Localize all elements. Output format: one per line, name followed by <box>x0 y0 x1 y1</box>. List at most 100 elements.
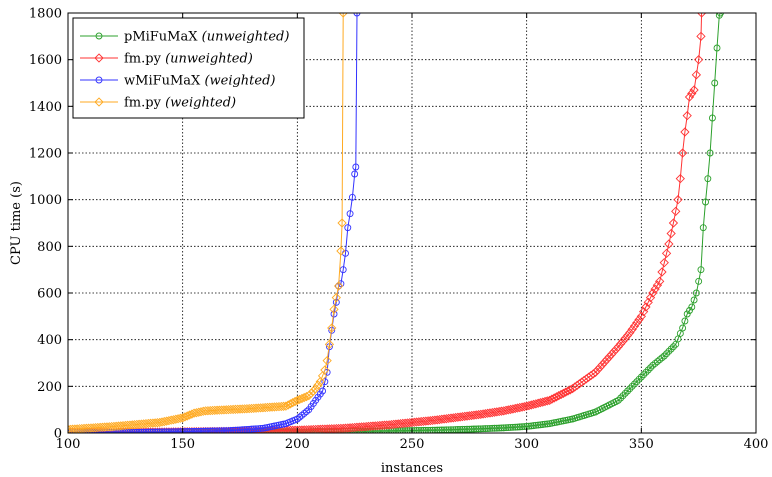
data-point <box>414 417 424 427</box>
data-point <box>632 318 642 328</box>
data-point <box>391 419 401 429</box>
data-point <box>484 425 492 432</box>
data-point <box>713 44 721 52</box>
data-point <box>319 387 327 395</box>
data-point <box>340 423 351 433</box>
data-point <box>549 393 559 403</box>
data-point <box>134 419 144 429</box>
data-point <box>717 13 724 17</box>
data-point <box>239 404 250 414</box>
x-tick-label: 300 <box>514 437 539 452</box>
data-point <box>500 424 508 432</box>
data-point <box>294 394 305 405</box>
data-point <box>209 427 216 433</box>
data-point <box>348 193 356 201</box>
data-point <box>140 428 148 433</box>
y-tick-label: 1600 <box>29 53 62 68</box>
data-point <box>666 228 676 239</box>
legend-series-name: fm.py <box>124 96 165 111</box>
data-point <box>213 427 221 433</box>
data-point <box>222 427 230 433</box>
data-point <box>315 377 325 387</box>
grid <box>68 13 756 433</box>
data-point <box>692 289 700 297</box>
data-point <box>422 426 430 433</box>
data-point <box>437 414 447 424</box>
data-point <box>697 13 707 18</box>
data-point <box>475 425 482 433</box>
data-point <box>668 218 679 228</box>
data-point <box>142 428 150 433</box>
data-point <box>488 424 496 432</box>
data-point <box>614 396 622 404</box>
data-point <box>143 418 153 429</box>
data-point <box>686 307 693 314</box>
data-point <box>329 304 339 314</box>
legend-box <box>72 17 305 119</box>
data-point <box>81 423 91 433</box>
data-point <box>331 293 341 303</box>
data-point <box>450 412 461 423</box>
data-point <box>204 427 212 433</box>
data-point <box>350 422 360 433</box>
data-point <box>219 405 229 415</box>
data-point <box>372 421 383 431</box>
data-point <box>368 421 378 431</box>
data-point <box>675 174 685 184</box>
data-point <box>661 248 672 258</box>
data-point <box>133 428 141 433</box>
data-point <box>226 404 236 415</box>
data-point <box>217 405 227 415</box>
data-point <box>306 388 316 398</box>
data-point <box>456 425 464 433</box>
data-point <box>405 418 415 428</box>
data-point <box>351 170 359 178</box>
data-point <box>609 347 619 357</box>
data-point <box>624 387 632 395</box>
data-point <box>541 420 549 428</box>
data-point <box>145 418 156 428</box>
data-point <box>147 428 155 433</box>
series-3 <box>68 13 348 433</box>
data-point <box>656 356 664 364</box>
data-point <box>426 426 434 433</box>
data-point <box>281 425 291 433</box>
data-point <box>182 411 192 421</box>
data-point <box>604 352 614 362</box>
data-point <box>507 423 515 431</box>
data-point <box>338 13 348 18</box>
data-point <box>297 393 307 404</box>
data-point <box>650 284 660 294</box>
data-point <box>346 210 354 218</box>
legend-marker <box>94 53 104 63</box>
data-point <box>297 425 307 433</box>
data-point <box>417 426 425 433</box>
data-point <box>625 328 635 338</box>
data-point <box>278 425 289 433</box>
data-point <box>407 417 417 428</box>
data-point <box>644 366 652 374</box>
data-point <box>97 422 108 432</box>
data-point <box>370 421 380 431</box>
data-point <box>543 420 551 428</box>
data-point <box>653 358 661 366</box>
data-point <box>267 402 277 412</box>
data-point <box>432 415 442 425</box>
data-point <box>465 425 473 433</box>
data-point <box>690 296 698 304</box>
data-point <box>102 422 112 432</box>
data-point <box>696 31 706 41</box>
data-point <box>384 420 394 430</box>
data-point <box>339 266 347 274</box>
data-point <box>688 303 696 311</box>
data-point <box>622 330 633 341</box>
data-point <box>113 421 124 431</box>
data-point <box>313 380 323 390</box>
data-point <box>556 389 566 400</box>
data-point <box>200 406 211 416</box>
data-point <box>153 428 161 433</box>
data-point <box>336 423 346 433</box>
data-point <box>410 427 418 433</box>
data-point <box>202 427 210 433</box>
data-point <box>188 427 196 433</box>
